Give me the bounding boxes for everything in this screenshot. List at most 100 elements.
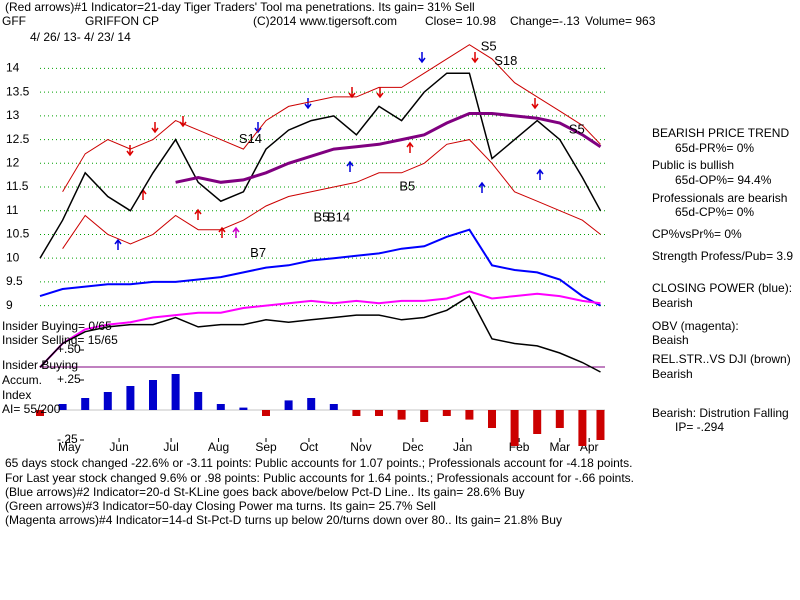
buy-arrow	[194, 208, 202, 220]
series-line	[39, 290, 601, 368]
accum-bar	[596, 410, 605, 440]
accum-bar	[239, 407, 248, 410]
header-company: GRIFFON CP	[85, 14, 159, 28]
header-close: Close= 10.98	[425, 14, 496, 28]
series-line	[39, 295, 601, 373]
series-line	[39, 228, 601, 307]
sell-arrow	[471, 52, 479, 64]
footer-line: (Blue arrows)#2 Indicator=20-d St-KLine …	[5, 485, 525, 499]
x-tick-label: Aug	[208, 440, 229, 454]
side-note: Bearish: Distrution Falling	[652, 406, 789, 420]
side-note: Professionals are bearish	[652, 191, 787, 205]
side-note: CP%vsPr%= 0%	[652, 227, 742, 241]
y2-tick-label: +.50	[57, 342, 81, 356]
sell-arrow	[531, 98, 539, 110]
blue-arrow	[304, 98, 312, 110]
accum-bar	[578, 410, 587, 446]
y2-tick-label: -.25	[57, 432, 78, 446]
left-note: Index	[2, 388, 31, 402]
y-tick-label: 10	[6, 250, 20, 264]
accum-bar	[58, 404, 67, 410]
footer-line: 65 days stock changed -22.6% or -3.11 po…	[5, 456, 632, 470]
side-note: 65d-PR%= 0%	[675, 141, 754, 155]
accum-bar	[126, 386, 135, 410]
buy-arrow	[406, 141, 414, 153]
series-line	[62, 139, 601, 249]
header-title: (Red arrows)#1 Indicator=21-day Tiger Tr…	[5, 0, 475, 14]
accum-bar	[397, 410, 406, 420]
signal-label: S5	[569, 122, 585, 137]
accum-bar	[81, 398, 90, 410]
y-tick-label: 10.5	[6, 227, 30, 241]
accum-bar	[420, 410, 429, 422]
header-copyright: (C)2014 www.tigersoft.com	[253, 14, 397, 28]
accum-bar	[555, 410, 564, 428]
accum-bar	[194, 392, 203, 410]
date-range: 4/ 26/ 13- 4/ 23/ 14	[30, 30, 131, 44]
sell-arrow	[126, 145, 134, 157]
y-tick-label: 12.5	[6, 132, 30, 146]
blue-up-arrow	[114, 238, 122, 250]
signal-label: S14	[239, 131, 262, 146]
sell-arrow	[151, 122, 159, 134]
x-tick-label: Dec	[402, 440, 423, 454]
signal-label: B5	[313, 209, 329, 224]
blue-up-arrow	[346, 160, 354, 172]
side-note: Strength Profess/Pub= 3.9	[652, 249, 793, 263]
accum-bar	[149, 380, 157, 410]
blue-up-arrow	[536, 168, 544, 180]
side-note: 65d-CP%= 0%	[675, 205, 754, 219]
side-note: REL.STR..VS DJI (brown)	[652, 352, 791, 366]
y-tick-label: 11	[6, 203, 19, 217]
signal-label: B14	[327, 209, 350, 224]
accum-bar	[103, 392, 112, 410]
magenta-arrow	[232, 226, 240, 238]
y-tick-label: 13.5	[6, 84, 30, 98]
x-tick-label: May	[58, 440, 81, 454]
signal-label: S5	[481, 39, 497, 54]
left-note: Insider Buying	[2, 358, 78, 372]
series-line	[39, 72, 602, 259]
x-tick-label: Mar	[549, 440, 570, 454]
y-tick-label: 12	[6, 155, 20, 169]
accum-bar	[307, 398, 316, 410]
side-note: CLOSING POWER (blue):	[652, 281, 792, 295]
series-line	[175, 112, 602, 184]
accum-bar	[510, 410, 519, 446]
accum-bar	[284, 400, 293, 410]
x-tick-label: Jun	[109, 440, 128, 454]
left-note: Insider Buying= 0/65	[2, 319, 112, 333]
accum-bar	[352, 410, 361, 416]
accum-bar	[465, 410, 474, 420]
x-tick-label: Jul	[163, 440, 178, 454]
side-note: OBV (magenta):	[652, 319, 739, 333]
accum-bar	[533, 410, 542, 434]
header-change: Change=-.13	[510, 14, 580, 28]
accum-bar	[216, 404, 225, 410]
accum-bar	[329, 404, 338, 410]
accum-bar	[442, 410, 451, 416]
signal-arrows	[114, 52, 544, 250]
side-note: BEARISH PRICE TREND	[652, 126, 789, 140]
header-volume: Volume= 963	[585, 14, 656, 28]
accum-bar	[171, 374, 180, 410]
left-note: Insider Selling= 15/65	[2, 333, 118, 347]
x-tick-label: Sep	[255, 440, 277, 454]
y-tick-label: 9.5	[6, 274, 23, 288]
x-tick-label: Nov	[350, 440, 371, 454]
side-note: 65d-OP%= 94.4%	[675, 173, 772, 187]
signal-label: S18	[494, 53, 517, 68]
y2-tick-label: +.25	[57, 372, 81, 386]
accum-bar	[488, 410, 496, 428]
left-note: AI= 55/200	[2, 402, 61, 416]
y-tick-label: 11.5	[6, 179, 29, 193]
header-symbol: GFF	[2, 14, 26, 28]
accum-bar	[262, 410, 270, 416]
x-tick-label: Oct	[300, 440, 319, 454]
y-tick-label: 9	[6, 298, 13, 312]
x-tick-label: Jan	[453, 440, 472, 454]
y-tick-label: 13	[6, 108, 20, 122]
blue-arrow	[418, 52, 426, 64]
signal-label: B7	[250, 245, 266, 260]
